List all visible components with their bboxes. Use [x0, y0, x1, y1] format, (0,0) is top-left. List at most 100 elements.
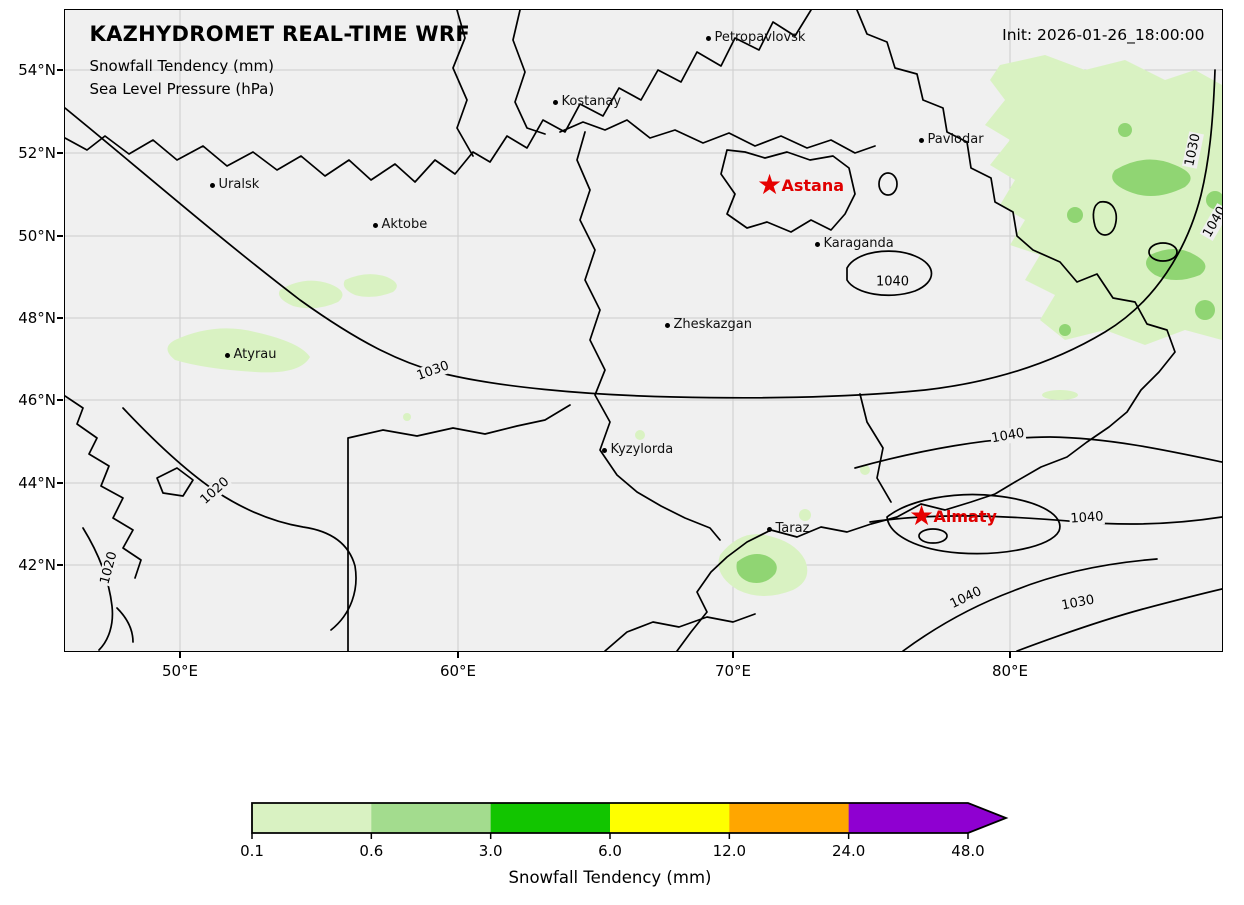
colorbar-segments [252, 803, 1006, 833]
city-dot-icon [665, 323, 670, 328]
colorbar-outline [251, 802, 1009, 834]
isobar-1040-karaganda-loop [845, 249, 932, 296]
x-axis-tick-60-e: 60°E [439, 662, 477, 680]
isobar-1030-southeast [1015, 587, 1222, 651]
pressure-contour-label-1040: 1040 [1068, 508, 1105, 527]
city-label: Karaganda [823, 235, 894, 251]
colorbar-tick-label-3-0: 3.0 [478, 842, 503, 860]
city-label: Zheskazgan [673, 316, 752, 332]
isobar-1040-south-3 [901, 557, 1158, 651]
y-axis-tick-44-n: 44°N [18, 474, 56, 492]
colorbar-tick-label-24-0: 24.0 [831, 842, 866, 860]
x-axis-tick-70-e: 70°E [714, 662, 752, 680]
colorbar [251, 802, 1009, 839]
colorbar-tick-label-48-0: 48.0 [951, 842, 985, 860]
city-dot-icon [225, 353, 230, 358]
x-axis-tick-80-e: 80°E [991, 662, 1029, 680]
city-dot-icon [815, 242, 820, 247]
city-label: Uralsk [218, 176, 260, 192]
colorbar-segment-4 [729, 803, 850, 833]
isobar-1030-main [64, 68, 1216, 399]
capital-label: Astana [781, 175, 845, 195]
caspian-coastline [64, 394, 142, 579]
colorbar-segment-0 [252, 803, 372, 833]
snowfall-shading-medium [736, 122, 1222, 583]
x-axis-tick-50-e: 50°E [161, 662, 199, 680]
star-icon: ★ [908, 498, 935, 532]
border-northwest [64, 9, 812, 183]
y-axis-tickmark [57, 399, 63, 401]
border-south-neighbors [603, 612, 756, 651]
border-kostanay-west [451, 9, 474, 157]
city-label: Aktobe [381, 216, 428, 232]
graticule-gridlines [64, 9, 1222, 651]
border-kostanay-east [511, 9, 546, 135]
isobar-1020-west-2 [81, 526, 113, 651]
y-axis-tick-42-n: 42°N [18, 556, 56, 574]
y-axis-tickmark [57, 564, 63, 566]
colorbar-segment-2 [490, 803, 611, 833]
map-subtitle-snowfall: Snowfall Tendency (mm) [89, 56, 274, 75]
isobar-small-oval-astana [877, 171, 898, 196]
colorbar-extend-arrow [968, 803, 1006, 833]
city-dot-icon [210, 183, 215, 188]
colorbar-segment-3 [610, 803, 730, 833]
y-axis-tick-46-n: 46°N [18, 391, 56, 409]
capital-label: Almaty [933, 506, 997, 526]
init-time-label: Init: 2026-01-26_18:00:00 [1002, 25, 1205, 44]
city-dot-icon [767, 527, 772, 532]
border-straight-vertical [346, 403, 571, 651]
city-label: Atyrau [233, 346, 277, 362]
isobar-1020-west-3 [115, 606, 134, 643]
map-frame: 1030 1040 1020 1020 1040 1040 1040 1030 1030 1040… [63, 8, 1223, 652]
city-label: Petropavlovsk [714, 29, 806, 45]
city-label: Pavlodar [927, 131, 984, 147]
star-icon: ★ [756, 167, 783, 201]
y-axis-tick-54-n: 54°N [18, 61, 56, 79]
y-axis-tick-48-n: 48°N [18, 309, 56, 327]
border-east-south [675, 9, 1176, 651]
border-east-vertical [858, 392, 892, 503]
colorbar-tick-label-0-6: 0.6 [359, 842, 384, 860]
y-axis-tick-50-n: 50°N [18, 227, 56, 245]
city-dot-icon [602, 448, 607, 453]
colorbar-caption: Snowfall Tendency (mm) [508, 868, 712, 887]
y-axis-tickmark [57, 317, 63, 319]
isobar-1040-almaty-loop [885, 493, 1061, 554]
y-axis-tickmark [57, 152, 63, 154]
isobar-small-ne-1 [1092, 200, 1117, 236]
city-dot-icon [919, 138, 924, 143]
border-astana-loop [719, 148, 856, 233]
isobar-1040-south-1 [853, 435, 1222, 469]
city-dot-icon [553, 100, 558, 105]
city-label: Kostanay [561, 93, 622, 109]
y-axis-tickmark [57, 482, 63, 484]
map-subtitle-pressure: Sea Level Pressure (hPa) [89, 79, 275, 98]
pressure-contour-label-1040: 1040 [874, 274, 911, 289]
y-axis-tickmark [57, 235, 63, 237]
y-axis-tickmark [57, 69, 63, 71]
city-label: Taraz [775, 520, 810, 536]
isobar-1020-west-1 [121, 406, 357, 631]
caspian-peninsula [155, 466, 194, 497]
colorbar-tick-label-6-0: 6.0 [598, 842, 622, 860]
map-title: KAZHYDROMET REAL-TIME WRF [89, 21, 471, 46]
map-canvas [64, 9, 1222, 651]
city-dot-icon [373, 223, 378, 228]
border-central-zigzag [575, 130, 721, 541]
city-dot-icon [706, 36, 711, 41]
isobar-small-ne-2 [1147, 241, 1178, 262]
colorbar-segment-5 [848, 803, 969, 833]
colorbar-tick-label-0-1: 0.1 [240, 842, 264, 860]
colorbar-tick-label-12-0: 12.0 [712, 842, 747, 860]
y-axis-tick-52-n: 52°N [18, 144, 56, 162]
colorbar-tickmarks [251, 833, 969, 839]
x-axis-tickmark [457, 652, 459, 658]
x-axis-tickmark [1009, 652, 1011, 658]
border-topcenter-horizontal [558, 118, 876, 154]
isobar-almaty-inner-oval [917, 527, 948, 544]
colorbar-segment-1 [371, 803, 492, 833]
x-axis-tickmark [179, 652, 181, 658]
city-label: Kyzylorda [610, 441, 674, 457]
